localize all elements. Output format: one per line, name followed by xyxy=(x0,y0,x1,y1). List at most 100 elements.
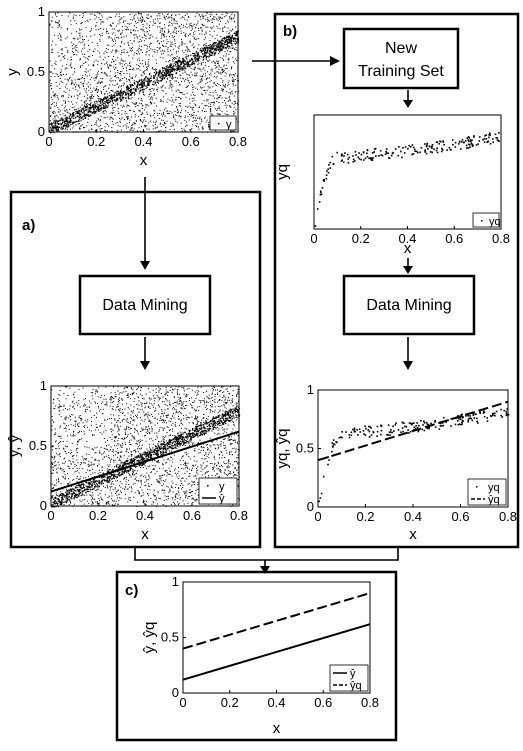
noise-point xyxy=(103,29,104,30)
noise-point xyxy=(87,506,88,507)
noise-point xyxy=(65,38,66,39)
band-point xyxy=(177,70,178,71)
noise-point xyxy=(96,121,97,122)
noise-point xyxy=(70,60,71,61)
noise-point xyxy=(167,121,168,122)
noise-point xyxy=(124,119,125,120)
noise-point xyxy=(176,70,177,71)
noise-point xyxy=(104,64,105,65)
noise-point xyxy=(193,86,194,87)
noise-point xyxy=(232,80,233,81)
band-point xyxy=(214,49,215,50)
noise-point xyxy=(137,408,138,409)
noise-point xyxy=(53,118,54,119)
band-point xyxy=(190,55,191,56)
band-point xyxy=(108,105,109,106)
band-point xyxy=(51,123,52,124)
noise-point xyxy=(209,81,210,82)
noise-point xyxy=(226,111,227,112)
noise-point xyxy=(179,57,180,58)
band-point xyxy=(238,31,239,32)
noise-point xyxy=(193,422,194,423)
noise-point xyxy=(123,83,124,84)
band-point xyxy=(183,65,184,66)
noise-point xyxy=(207,456,208,457)
band-point xyxy=(169,66,170,67)
data-marks xyxy=(49,12,239,133)
noise-point xyxy=(97,502,98,503)
band-point xyxy=(156,79,157,80)
noise-point xyxy=(121,86,122,87)
noise-point xyxy=(122,117,123,118)
noise-point xyxy=(156,85,157,86)
noise-point xyxy=(187,93,188,94)
noise-point xyxy=(219,108,220,109)
noise-point xyxy=(59,55,60,56)
noise-point xyxy=(207,19,208,20)
noise-point xyxy=(58,76,59,77)
noise-point xyxy=(99,460,100,461)
noise-point xyxy=(131,444,132,445)
noise-point xyxy=(158,460,159,461)
noise-point xyxy=(120,452,121,453)
noise-point xyxy=(233,85,234,86)
noise-point xyxy=(165,127,166,128)
noise-point xyxy=(134,103,135,104)
noise-point xyxy=(161,28,162,29)
noise-point xyxy=(157,41,158,42)
noise-point xyxy=(200,27,201,28)
noise-point xyxy=(192,84,193,85)
band-point xyxy=(138,84,139,85)
noise-point xyxy=(226,56,227,57)
noise-point xyxy=(190,77,191,78)
noise-point xyxy=(121,41,122,42)
noise-point xyxy=(158,431,159,432)
noise-point xyxy=(226,48,227,49)
band-point xyxy=(93,105,94,106)
noise-point xyxy=(120,105,121,106)
noise-point xyxy=(230,439,231,440)
noise-point xyxy=(212,22,213,23)
noise-point xyxy=(117,103,118,104)
noise-point xyxy=(181,123,182,124)
noise-point xyxy=(54,94,55,95)
noise-point xyxy=(50,61,51,62)
noise-point xyxy=(74,435,75,436)
noise-point xyxy=(90,103,91,104)
noise-point xyxy=(131,388,132,389)
noise-point xyxy=(207,461,208,462)
noise-point xyxy=(194,484,195,485)
noise-point xyxy=(185,115,186,116)
noise-point xyxy=(154,117,155,118)
band-point xyxy=(223,48,224,49)
noise-point xyxy=(184,129,185,130)
noise-point xyxy=(150,102,151,103)
noise-point xyxy=(222,90,223,91)
noise-point xyxy=(86,441,87,442)
noise-point xyxy=(82,54,83,55)
noise-point xyxy=(149,50,150,51)
noise-point xyxy=(139,60,140,61)
noise-point xyxy=(122,32,123,33)
noise-point xyxy=(187,503,188,504)
noise-point xyxy=(107,31,108,32)
noise-point xyxy=(205,458,206,459)
noise-point xyxy=(130,417,131,418)
noise-point xyxy=(203,62,204,63)
noise-point xyxy=(111,493,112,494)
noise-point xyxy=(74,72,75,73)
noise-point xyxy=(160,123,161,124)
noise-point xyxy=(165,88,166,89)
noise-point xyxy=(52,430,53,431)
noise-point xyxy=(146,501,147,502)
noise-point xyxy=(129,122,130,123)
noise-point xyxy=(127,73,128,74)
band-point xyxy=(79,115,80,116)
noise-point xyxy=(142,60,143,61)
noise-point xyxy=(163,34,164,35)
band-point xyxy=(61,127,62,128)
noise-point xyxy=(166,499,167,500)
noise-point xyxy=(205,117,206,118)
noise-point xyxy=(111,398,112,399)
noise-point xyxy=(214,17,215,18)
